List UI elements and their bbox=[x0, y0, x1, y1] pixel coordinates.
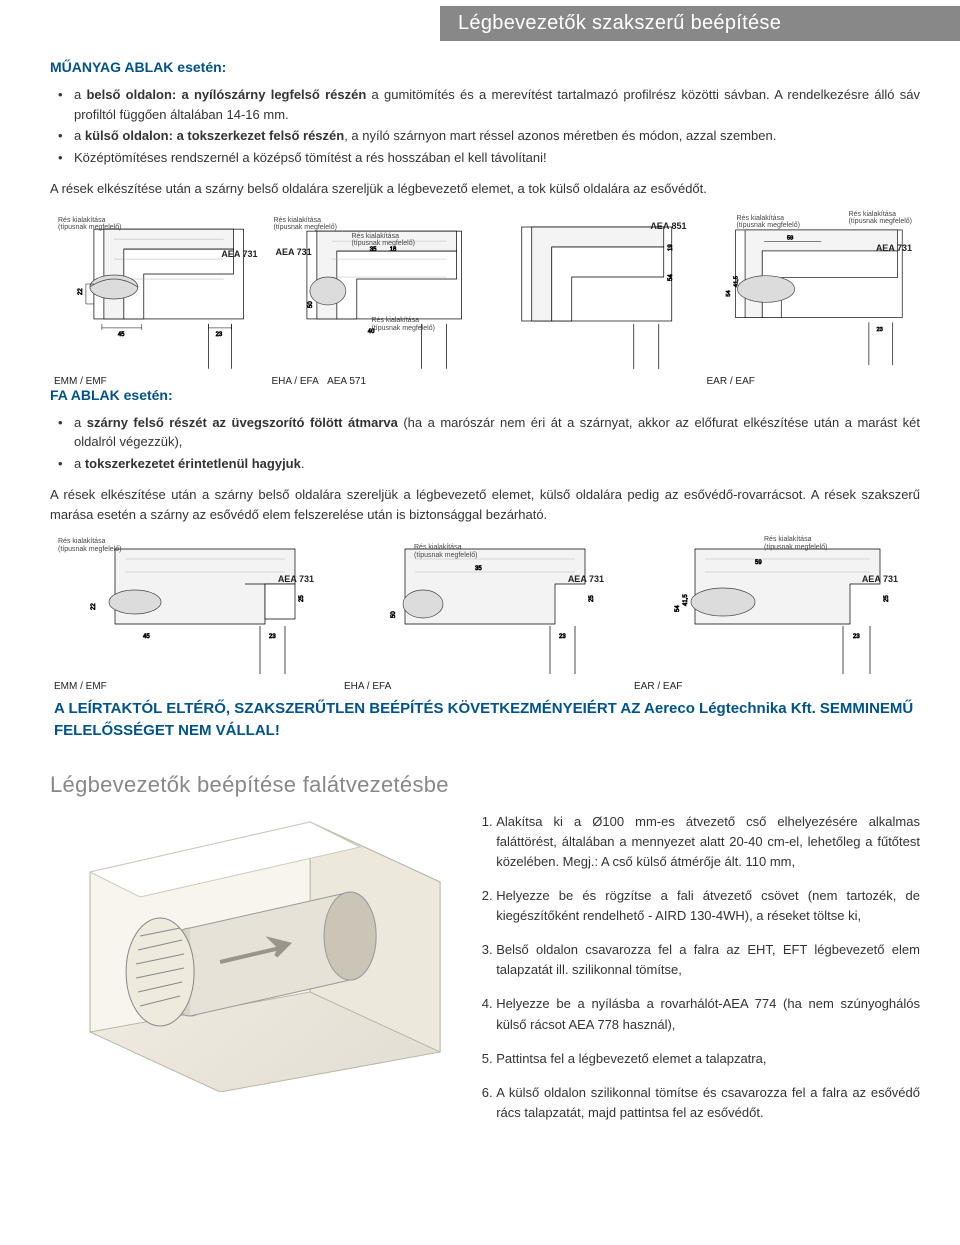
svg-text:41,5: 41,5 bbox=[733, 275, 739, 286]
svg-text:59: 59 bbox=[755, 560, 762, 566]
variant-label: EMM / EMF bbox=[54, 376, 264, 387]
svg-text:59: 59 bbox=[786, 235, 792, 241]
wood-after-text: A rések elkészítése után a szárny belső … bbox=[50, 485, 920, 524]
diagram-aea851: 54 19 AEA 851 bbox=[489, 209, 699, 369]
svg-text:45: 45 bbox=[143, 634, 150, 640]
svg-text:22: 22 bbox=[78, 287, 84, 294]
svg-text:54: 54 bbox=[675, 605, 681, 612]
list-item: a tokszerkezetet érintetlenül hagyjuk. bbox=[74, 454, 920, 474]
list-item: a külső oldalon: a tokszerkezet felső ré… bbox=[74, 126, 920, 146]
wood-bullets: a szárny felső részét az üvegszorító föl… bbox=[50, 413, 920, 474]
svg-text:23: 23 bbox=[876, 326, 882, 332]
page-content: MŰANYAG ABLAK esetén: a belső oldalon: a… bbox=[0, 41, 960, 1157]
step-item: A külső oldalon szilikonnal tömítse és c… bbox=[496, 1083, 920, 1123]
product-label: AEA 731 bbox=[276, 247, 312, 257]
res-label: Rés kialakítása(típusnak megfelelő) bbox=[58, 217, 121, 232]
diagram-wood-eha: 35 50 23 25 Rés kialakítása(típusnak meg… bbox=[344, 534, 626, 674]
list-item: Középtömítéses rendszernél a középső töm… bbox=[74, 148, 920, 168]
res-label: Rés kialakítása(típusnak megfelelő) bbox=[352, 233, 415, 248]
list-item: a belső oldalon: a nyílószárny legfelső … bbox=[74, 85, 920, 124]
svg-text:50: 50 bbox=[391, 611, 397, 618]
svg-text:50: 50 bbox=[307, 300, 313, 307]
svg-text:25: 25 bbox=[589, 595, 595, 602]
svg-text:23: 23 bbox=[216, 331, 223, 337]
plastic-diagram-row: 22 45 23 Rés kialakítása(típusnak megfel… bbox=[50, 209, 920, 369]
wall-illustration bbox=[50, 812, 450, 1092]
diagram-ear-eaf: 59 54 41,5 23 Rés kialakítása(típusnak m… bbox=[707, 209, 917, 369]
disclaimer-text: A LEÍRTAKTÓL ELTÉRŐ, SZAKSZERŰTLEN BEÉPÍ… bbox=[54, 698, 920, 742]
res-label: Rés kialakítása(típusnak megfelelő) bbox=[737, 215, 800, 230]
list-item: a szárny felső részét az üvegszorító föl… bbox=[74, 413, 920, 452]
svg-text:35: 35 bbox=[475, 566, 482, 572]
svg-text:22: 22 bbox=[91, 603, 97, 610]
plastic-bullets: a belső oldalon: a nyílószárny legfelső … bbox=[50, 85, 920, 167]
res-label: Rés kialakítása(típusnak megfelelő) bbox=[414, 544, 477, 559]
step-item: Alakítsa ki a Ø100 mm-es átvezető cső el… bbox=[496, 812, 920, 872]
wood-diagram-row: 22 45 23 25 Rés kialakítása(típusnak meg… bbox=[50, 534, 920, 674]
product-label: AEA 731 bbox=[862, 574, 898, 584]
svg-text:23: 23 bbox=[853, 634, 860, 640]
wall-steps: Alakítsa ki a Ø100 mm-es átvezető cső el… bbox=[474, 812, 920, 1138]
svg-text:54: 54 bbox=[668, 273, 674, 280]
diagram-eha-efa: 35 16 50 40 Rés kialakítása(típusnak meg… bbox=[272, 209, 482, 369]
svg-text:23: 23 bbox=[269, 634, 276, 640]
step-item: Helyezze be és rögzítse a fali átvezető … bbox=[496, 886, 920, 926]
diagram-emm-emf: 22 45 23 Rés kialakítása(típusnak megfel… bbox=[54, 209, 264, 369]
product-label: AEA 731 bbox=[221, 249, 257, 259]
variant-label: EAR / EAF bbox=[634, 681, 916, 692]
product-label: AEA 731 bbox=[568, 574, 604, 584]
page-header: Légbevezetők szakszerű beépítése bbox=[440, 6, 960, 41]
svg-text:41,5: 41,5 bbox=[683, 594, 689, 606]
svg-text:23: 23 bbox=[559, 634, 566, 640]
step-item: Helyezze be a nyílásba a rovarhálót-AEA … bbox=[496, 994, 920, 1034]
svg-text:19: 19 bbox=[668, 243, 674, 250]
step-item: Belső oldalon csavarozza fel a falra az … bbox=[496, 940, 920, 980]
product-label: AEA 851 bbox=[650, 221, 686, 231]
plastic-title: MŰANYAG ABLAK esetén: bbox=[50, 59, 920, 75]
product-label: AEA 731 bbox=[278, 574, 314, 584]
svg-text:25: 25 bbox=[299, 595, 305, 602]
wood-title: FA ABLAK esetén: bbox=[50, 387, 920, 403]
step-item: Pattintsa fel a légbevezető elemet a tal… bbox=[496, 1049, 920, 1069]
svg-text:45: 45 bbox=[118, 331, 125, 337]
res-label: Rés kialakítása(típusnak megfelelő) bbox=[58, 538, 121, 553]
wall-section-title: Légbevezetők beépítése falátvezetésbe bbox=[50, 772, 920, 798]
res-label: Rés kialakítása(típusnak megfelelő) bbox=[764, 536, 827, 551]
res-label: Rés kialakítása(típusnak megfelelő) bbox=[372, 317, 435, 332]
variant-label: EHA / EFA AEA 571 bbox=[272, 376, 482, 387]
variant-label: EHA / EFA bbox=[344, 681, 626, 692]
res-label: Rés kialakítása(típusnak megfelelő) bbox=[849, 211, 912, 226]
diagram-wood-emm: 22 45 23 25 Rés kialakítása(típusnak meg… bbox=[54, 534, 336, 674]
diagram-wood-ear: 59 54 41,5 23 25 Rés kialakítása(típusna… bbox=[634, 534, 916, 674]
product-label: AEA 731 bbox=[876, 243, 912, 253]
res-label: Rés kialakítása(típusnak megfelelő) bbox=[274, 217, 337, 232]
svg-text:54: 54 bbox=[725, 290, 731, 296]
variant-label: EAR / EAF bbox=[707, 376, 917, 387]
plastic-after-text: A rések elkészítése után a szárny belső … bbox=[50, 179, 920, 199]
variant-label: EMM / EMF bbox=[54, 681, 336, 692]
svg-text:25: 25 bbox=[884, 595, 890, 602]
